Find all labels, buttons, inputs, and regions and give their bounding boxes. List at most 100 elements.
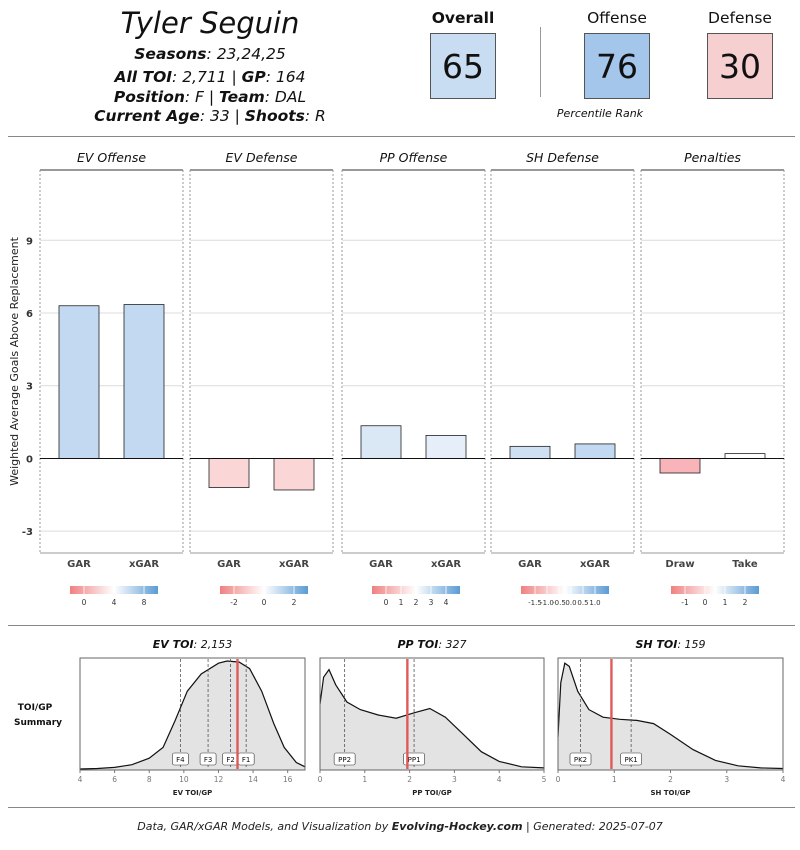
toi-panel-title: EV TOI: 2,153	[153, 638, 233, 651]
toi-label: All TOI	[114, 68, 173, 86]
density-line	[79, 660, 306, 770]
bar-draw	[659, 458, 701, 474]
line-tag-box	[569, 752, 592, 766]
line-tag-label: PK1	[624, 756, 637, 764]
offense-rank-box: 76	[584, 33, 650, 99]
shoots-label: Shoots	[244, 107, 305, 125]
category-label: xGAR	[431, 559, 461, 570]
y-axis-title: Weighted Average Goals Above Replacement	[8, 236, 21, 485]
x-tick-label: 1	[362, 775, 367, 784]
gp-label: GP	[241, 68, 266, 86]
toi-panel-frame	[79, 657, 306, 771]
bar-gar	[509, 445, 551, 459]
color-scale-label: 2	[743, 598, 748, 607]
rank-divider	[540, 27, 541, 97]
density-line	[557, 662, 784, 770]
x-tick-label: 4	[497, 775, 502, 784]
line-tag-box	[403, 752, 425, 766]
color-scale-label: 2	[292, 598, 297, 607]
footer-credit: Data, GAR/xGAR Models, and Visualization…	[0, 820, 800, 833]
category-label: GAR	[67, 559, 91, 570]
panel-title: EV Offense	[77, 150, 146, 165]
defense-rank-label: Defense	[708, 9, 772, 27]
x-tick-label: 8	[147, 775, 152, 784]
color-scale-bar	[671, 586, 759, 594]
x-tick-label: 0	[556, 775, 561, 784]
color-scale-label: -1	[681, 598, 689, 607]
position-value: : F |	[184, 88, 220, 106]
age-label: Current Age	[94, 107, 200, 125]
y-tick-label: 3	[26, 382, 33, 393]
bar-xgar	[574, 443, 616, 459]
x-tick-label: 16	[283, 775, 293, 784]
y-tick-label: 6	[26, 309, 33, 320]
color-scale-label: 8	[142, 598, 147, 607]
line-tag-label: PK2	[574, 756, 587, 764]
x-tick-label: 0	[318, 775, 323, 784]
line-tag-label: F1	[242, 756, 250, 764]
line-tag-box	[620, 752, 642, 766]
density-area	[320, 669, 544, 770]
x-tick-label: 6	[112, 775, 117, 784]
age-shoots-line: Current Age: 33 | Shoots: R	[60, 107, 360, 125]
panel-title: EV Defense	[226, 150, 298, 165]
shoots-value: : R	[304, 107, 326, 125]
color-scale-label: -2	[230, 598, 238, 607]
toi-value: : 2,711 |	[172, 68, 242, 86]
x-tick-label: 1	[612, 775, 617, 784]
line-tag-label: PP2	[338, 756, 351, 764]
divider-top	[8, 136, 795, 137]
color-scale-label: 0	[262, 598, 267, 607]
y-tick-label: 9	[26, 236, 33, 247]
panel-title: Penalties	[684, 150, 741, 165]
age-value: : 33 |	[199, 107, 245, 125]
footer-site: Evolving-Hockey.com	[391, 820, 523, 833]
gp-value: : 164	[265, 68, 306, 86]
x-axis-title: PP TOI/GP	[412, 789, 451, 797]
category-label: Draw	[665, 559, 694, 570]
divider-bottom	[8, 807, 795, 808]
color-scale-label: -1.5	[528, 599, 542, 607]
line-tag-box	[172, 752, 189, 766]
x-tick-label: 2	[407, 775, 412, 784]
line-tag-label: F2	[226, 756, 234, 764]
color-scale-label: 2	[414, 598, 419, 607]
line-tag-box	[199, 752, 217, 766]
footer-suffix: | Generated: 2025-07-07	[522, 820, 663, 833]
bar-xgar	[123, 304, 165, 459]
toi-panel-title: PP TOI: 327	[397, 638, 466, 651]
color-scale-label: -0.5	[552, 599, 566, 607]
panel-title: SH Defense	[526, 150, 599, 165]
category-label: xGAR	[580, 559, 610, 570]
team-value: : DAL	[264, 88, 307, 106]
x-axis-title: SH TOI/GP	[650, 789, 690, 797]
x-tick-label: 4	[78, 775, 83, 784]
summary-label-line2: Summary	[14, 718, 62, 728]
category-label: xGAR	[279, 559, 309, 570]
seasons-line: Seasons: 23,24,25	[60, 45, 360, 63]
category-label: GAR	[217, 559, 241, 570]
color-scale-label: 4	[112, 598, 117, 607]
offense-rank-label: Offense	[587, 9, 647, 27]
bar-gar	[58, 305, 100, 459]
category-label: GAR	[369, 559, 393, 570]
gar-bar-chart: Weighted Average Goals Above Replacement…	[8, 150, 785, 607]
color-scale-label: 1.0	[589, 599, 600, 607]
x-tick-label: 5	[542, 775, 547, 784]
bar-gar	[360, 425, 402, 459]
x-tick-label: 12	[214, 775, 224, 784]
player-name: Tyler Seguin	[120, 6, 300, 40]
panel-title: PP Offense	[380, 150, 448, 165]
toi-gp-line: All TOI: 2,711 | GP: 164	[60, 68, 360, 86]
density-area	[80, 661, 305, 770]
team-label: Team	[219, 88, 265, 106]
line-tag-label: F3	[204, 756, 212, 764]
color-scale-label: 4	[444, 598, 449, 607]
bar-gar	[208, 458, 250, 488]
x-tick-label: 3	[724, 775, 729, 784]
color-scale-label: 3	[429, 598, 434, 607]
x-tick-label: 14	[248, 775, 258, 784]
footer-prefix: Data, GAR/xGAR Models, and Visualization…	[137, 820, 392, 833]
color-scale-label: 1	[399, 598, 404, 607]
toi-panel-frame	[319, 657, 545, 771]
